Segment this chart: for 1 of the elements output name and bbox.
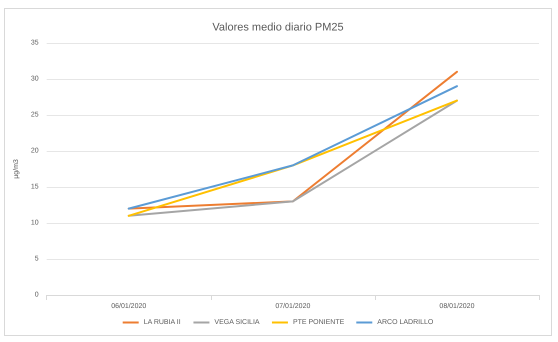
chart-title: Valores medio diario PM25	[212, 22, 344, 34]
